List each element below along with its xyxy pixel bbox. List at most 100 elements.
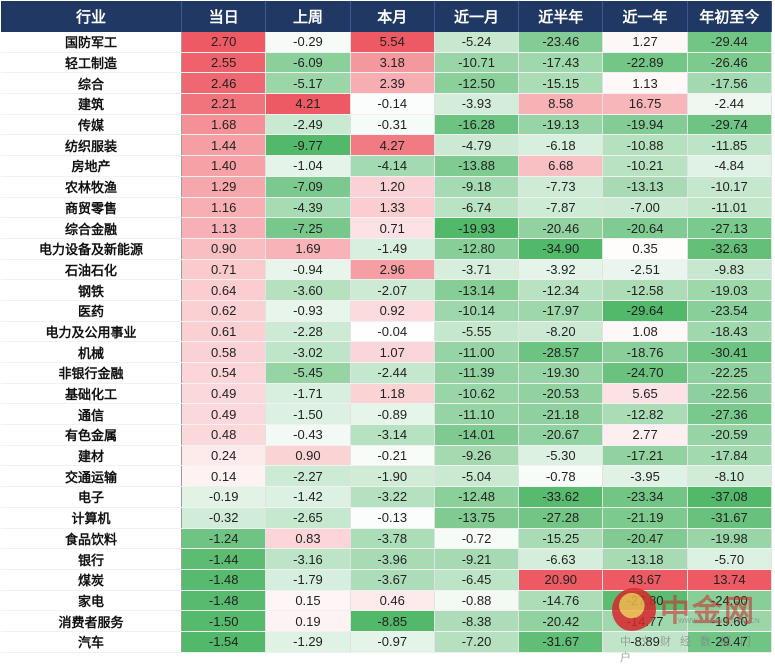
table-row: 综合 2.46 -5.17 2.39 -12.50 -15.15 1.13 -17.56 (1, 72, 773, 95)
value-cell: -6.63 (518, 548, 604, 570)
value-cell: -0.93 (265, 300, 351, 322)
value-cell: -23.46 (518, 32, 604, 53)
value-cell: -3.71 (434, 259, 520, 281)
industry-name-cell: 钢铁 (1, 279, 183, 301)
value-cell: -1.04 (265, 155, 351, 177)
value-cell: 0.58 (181, 341, 267, 363)
value-cell: 2.70 (181, 32, 267, 53)
table-row: 综合金融 1.13 -7.25 0.71 -19.93 -20.46 -20.64 -27.1… (1, 217, 773, 239)
value-cell: 0.92 (350, 300, 435, 322)
value-cell: -11.85 (687, 134, 773, 157)
value-cell: 0.15 (265, 590, 351, 612)
value-cell: -17.56 (687, 72, 773, 95)
industry-name-cell: 房地产 (1, 155, 183, 177)
value-cell: -0.31 (350, 114, 435, 136)
value-cell: -29.74 (687, 114, 773, 136)
value-cell: -10.62 (434, 383, 520, 405)
value-cell: -9.18 (434, 176, 520, 198)
value-cell: -5.04 (434, 465, 520, 488)
value-cell: 1.18 (350, 383, 435, 405)
value-cell: -27.28 (518, 507, 604, 529)
value-cell: -14.77 (602, 610, 688, 632)
value-cell: -5.24 (434, 32, 520, 53)
value-cell: -0.94 (265, 259, 351, 281)
industry-name-cell: 农林牧渔 (1, 176, 183, 198)
value-cell: 1.16 (181, 197, 267, 219)
value-cell: -27.36 (687, 403, 773, 426)
value-cell: 1.33 (350, 197, 435, 219)
value-cell: -12.58 (602, 279, 688, 301)
table-row: 消费者服务 -1.50 0.19 -8.85 -8.38 -20.42 -14.77 -19.… (1, 610, 773, 632)
value-cell: -7.20 (434, 631, 520, 653)
value-cell: -12.34 (518, 279, 604, 301)
value-cell: -20.46 (518, 217, 604, 239)
value-cell: -1.54 (181, 631, 267, 653)
value-cell: 2.46 (181, 72, 267, 95)
table-row: 食品饮料 -1.24 0.83 -3.78 -0.72 -15.25 -20.47 -19.9… (1, 528, 773, 550)
value-cell: -0.89 (350, 403, 435, 426)
value-cell: 0.49 (181, 403, 267, 426)
value-cell: -1.48 (181, 569, 267, 591)
value-cell: -13.14 (434, 279, 520, 301)
value-cell: -19.30 (518, 362, 604, 384)
value-cell: 16.75 (602, 93, 688, 115)
value-cell: -14.76 (518, 590, 604, 612)
value-cell: -13.88 (434, 155, 520, 177)
value-cell: -29.64 (602, 300, 688, 322)
value-cell: -6.74 (434, 197, 520, 219)
value-cell: -19.93 (434, 217, 520, 239)
industry-performance-table: 行业 当日 上周 本月 近一月 近半年 近一年 年初至今 国防军工 2.70 -0.29 5.54-… (1, 1, 773, 653)
industry-name-cell: 煤炭 (1, 569, 183, 591)
table-row: 电力及公用事业 0.61 -2.28 -0.04 -5.55 -8.20 1.08 -18.4… (1, 321, 773, 343)
table-row: 有色金属 0.48 -0.43 -3.14 -14.01 -20.67 2.77 -20.59 (1, 424, 773, 446)
value-cell: 1.44 (181, 134, 267, 157)
value-cell: -2.44 (687, 93, 773, 115)
value-cell: -0.14 (350, 93, 435, 115)
value-cell: -0.88 (434, 590, 520, 612)
value-cell: -9.26 (434, 445, 520, 467)
value-cell: 1.69 (265, 238, 351, 260)
value-cell: -11.10 (434, 403, 520, 426)
value-cell: 1.27 (602, 32, 688, 53)
value-cell: 2.55 (181, 52, 267, 74)
industry-name-cell: 基础化工 (1, 383, 183, 405)
table-row: 煤炭 -1.48 -1.79 -3.67 -6.45 20.90 43.67 13.74 (1, 569, 773, 591)
table-row: 房地产 1.40 -1.04 -4.14 -13.88 6.68 -10.21 -4.84 (1, 155, 773, 177)
value-cell: -20.67 (518, 424, 604, 446)
value-cell: -30.41 (687, 341, 773, 363)
value-cell: -32.63 (687, 238, 773, 260)
value-cell: 0.46 (350, 590, 435, 612)
value-cell: -2.49 (265, 114, 351, 136)
value-cell: 0.71 (181, 259, 267, 281)
table-row: 家电 -1.48 0.15 0.46 -0.88 -14.76 -27.80 -24.00 (1, 590, 773, 612)
table-header-row: 行业 当日 上周 本月 近一月 近半年 近一年 年初至今 (1, 1, 773, 32)
industry-name-cell: 非银行金融 (1, 362, 183, 384)
value-cell: -2.65 (265, 507, 351, 529)
table-row: 商贸零售 1.16 -4.39 1.33 -6.74 -7.87 -7.00 -11.01 (1, 197, 773, 219)
value-cell: 4.21 (265, 93, 351, 115)
value-cell: 0.49 (181, 383, 267, 405)
table-row: 建材 0.24 0.90 -0.21 -9.26 -5.30 -17.21 -17.84 (1, 445, 773, 467)
value-cell: -20.47 (602, 528, 688, 550)
industry-name-cell: 家电 (1, 590, 183, 612)
industry-name-cell: 建筑 (1, 93, 183, 115)
table-row: 石油石化 0.71 -0.94 2.96 -3.71 -3.92 -2.51 -9.83 (1, 259, 773, 281)
industry-name-cell: 综合 (1, 72, 183, 95)
value-cell: -13.75 (434, 507, 520, 529)
value-cell: 0.14 (181, 465, 267, 488)
value-cell: -2.44 (350, 362, 435, 384)
value-cell: -5.55 (434, 321, 520, 343)
value-cell: 2.77 (602, 424, 688, 446)
value-cell: -5.70 (687, 548, 773, 570)
value-cell: -8.89 (602, 631, 688, 653)
value-cell: -20.53 (518, 383, 604, 405)
value-cell: -19.60 (687, 610, 773, 632)
value-cell: 0.35 (602, 238, 688, 260)
value-cell: 0.48 (181, 424, 267, 446)
value-cell: -18.43 (687, 321, 773, 343)
value-cell: -3.02 (265, 341, 351, 363)
value-cell: -0.13 (350, 507, 435, 529)
value-cell: -1.79 (265, 569, 351, 591)
value-cell: -19.98 (687, 528, 773, 550)
value-cell: -12.80 (434, 238, 520, 260)
